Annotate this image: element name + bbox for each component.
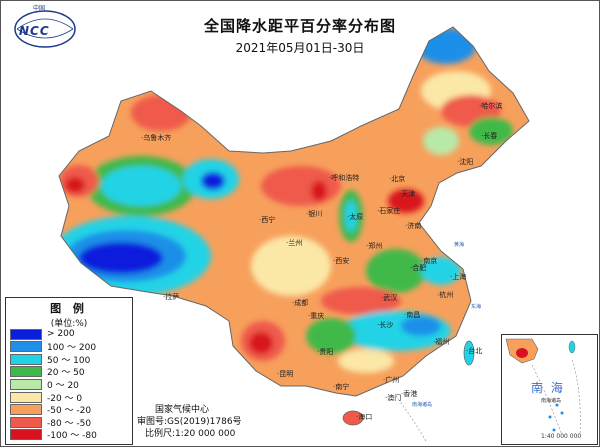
city-label: ·杭州 (437, 291, 454, 299)
city-label: ·昆明 (277, 370, 294, 378)
south-sea-inset (501, 334, 598, 445)
source-agency: 国家气候中心 (155, 405, 210, 415)
city-label: ·武汉 (381, 294, 398, 302)
city-label: ·济南 (405, 222, 422, 230)
legend-swatch (10, 391, 42, 403)
legend-item: 100 ～ 200 (10, 341, 96, 353)
legend-item: -80 ～ -50 (10, 416, 92, 429)
legend-label: 20 ～ 50 (47, 368, 85, 379)
legend-label: 100 ～ 200 (47, 343, 97, 354)
inset-sublabel: 南海诸岛 (541, 398, 562, 404)
map-subtitle: 2021年05月01日-30日 (235, 41, 365, 55)
city-label: ·上海 (450, 273, 467, 281)
city-label: ·长沙 (377, 321, 394, 329)
sea-boundary (395, 395, 427, 442)
hainan-shape (342, 410, 364, 426)
ncc-logo (11, 7, 79, 49)
city-label: ·广州 (383, 376, 400, 384)
legend-label: 50 ～ 100 (47, 355, 91, 366)
legend-label: -100 ～ -80 (47, 431, 97, 442)
source-info: 国家气候中心 审图号:GS(2019)1786号 比例尺:1:20 000 00… (137, 404, 267, 440)
city-label: ·石家庄 (377, 207, 401, 215)
legend-item: 50 ～ 100 (10, 353, 91, 366)
city-label: ·长春 (481, 132, 498, 140)
inset-label: 南 海 (531, 381, 565, 395)
sea-label: 南海诸岛 (412, 402, 433, 408)
city-label: ·哈尔滨 (479, 102, 503, 110)
logo-top-text: 中国 (33, 5, 46, 12)
city-label: ·呼和浩特 (329, 174, 360, 182)
legend-item: 20 ～ 50 (10, 366, 85, 378)
source-approval: 审图号:GS(2019)1786号 (137, 417, 242, 427)
city-label: ·沈阳 (457, 158, 474, 166)
city-label: ·太原 (347, 213, 364, 221)
legend-item: -50 ～ -20 (10, 404, 91, 416)
city-label: ·重庆 (308, 312, 325, 320)
legend-item: > 200 (10, 328, 75, 340)
legend-swatch (10, 429, 42, 441)
city-label: ·台北 (466, 347, 483, 355)
sea-label: 东海 (471, 304, 482, 310)
legend-swatch (10, 353, 42, 365)
city-label: ·拉萨 (163, 293, 180, 301)
city-label: ·西宁 (259, 216, 276, 224)
legend-item: -20 ～ 0 (10, 391, 83, 404)
city-label: ·兰州 (286, 239, 303, 247)
legend: 图 例 (单位:%) > 200 100 ～ 200 50 ～ 100 20 ～ 50… (5, 297, 133, 445)
legend-item: -100 ～ -80 (10, 429, 97, 441)
legend-swatch (10, 341, 42, 353)
inset-scale: 1:40 000 000 (541, 433, 582, 440)
map-title: 全国降水距平百分率分布图 (203, 17, 396, 35)
city-label: ·香港 (401, 390, 418, 398)
legend-label: 0 ～ 20 (47, 380, 79, 391)
legend-label: -20 ～ 0 (47, 393, 83, 404)
city-label: ·福州 (433, 338, 450, 346)
legend-unit: (单位:%) (50, 319, 88, 329)
china-outline (58, 26, 530, 397)
legend-swatch (10, 416, 42, 428)
legend-swatch (10, 366, 42, 378)
city-label: ·南京 (421, 257, 438, 265)
city-label: ·海口 (356, 413, 373, 421)
legend-swatch (10, 378, 42, 390)
city-label: ·成都 (292, 299, 309, 307)
logo-text: NCC (19, 24, 50, 38)
source-scale: 比例尺:1:20 000 000 (145, 429, 236, 439)
legend-title: 图 例 (50, 302, 88, 315)
legend-swatch (10, 328, 42, 340)
legend-swatch (10, 404, 42, 416)
taiwan-shape (463, 340, 475, 366)
legend-label: -50 ～ -20 (47, 406, 92, 417)
city-label: ·南宁 (333, 383, 350, 391)
legend-label: -80 ～ -50 (47, 418, 92, 429)
city-label: ·合肥 (410, 264, 427, 272)
city-label: ·澳门 (385, 394, 402, 402)
city-label: ·北京 (389, 175, 406, 183)
city-label: ·贵阳 (317, 348, 334, 356)
city-label: ·乌鲁木齐 (141, 134, 172, 142)
city-label: ·西安 (333, 257, 350, 265)
sea-label: 黄海 (454, 242, 465, 248)
city-label: ·郑州 (366, 242, 383, 250)
city-label: ·南昌 (404, 311, 421, 319)
city-label: ·银川 (306, 210, 323, 218)
legend-item: 0 ～ 20 (10, 378, 79, 391)
legend-label: > 200 (47, 329, 75, 339)
city-label: ·天津 (399, 190, 416, 198)
